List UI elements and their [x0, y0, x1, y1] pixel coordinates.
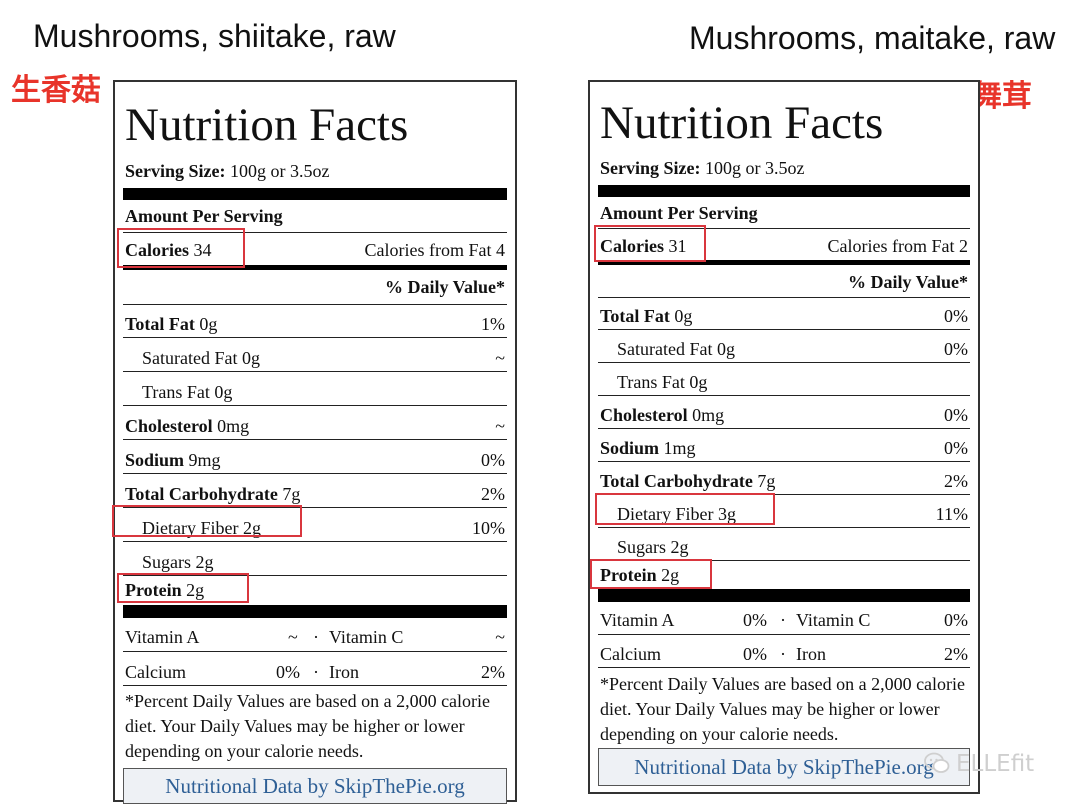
right-daily-value-label: % Daily Value* — [847, 272, 968, 292]
left-vitamin-row: Vitamin A ~ · Vitamin C ~ — [125, 627, 505, 647]
wechat-icon — [924, 752, 950, 773]
left-amount-per-serving: Amount Per Serving — [125, 206, 283, 226]
right-highlight-calories — [594, 225, 706, 262]
right-calories-value: 31 — [668, 236, 687, 256]
right-calories-from-fat: Calories from Fat 2 — [827, 236, 968, 256]
right-medium-divider — [598, 260, 970, 265]
right-daily-value-header: % Daily Value* — [598, 265, 970, 295]
left-serving-value: 100g or 3.5oz — [230, 161, 330, 181]
left-product-heading: Mushrooms, shiitake, raw — [33, 18, 396, 54]
right-nutrition-title: Nutrition Facts — [600, 97, 884, 149]
left-nutrition-title: Nutrition Facts — [125, 99, 409, 151]
right-protein-divider — [598, 589, 970, 602]
right-calories-label: Calories — [600, 236, 664, 256]
left-highlight-calories — [117, 228, 245, 268]
right-thick-divider — [598, 185, 970, 197]
left-nutrient-row: Total Carbohydrate 7g 2% — [123, 473, 507, 507]
left-nutrient-row: Dietary Fiber 2g 10% — [123, 507, 507, 541]
left-credit-box[interactable]: Nutritional Data by SkipThePie.org — [123, 768, 507, 804]
right-nutrient-row: Protein 2g — [598, 560, 970, 588]
left-daily-value-label: % Daily Value* — [384, 277, 505, 297]
left-nutrient-row: Saturated Fat 0g ~ — [123, 337, 507, 371]
left-protein-divider — [123, 605, 507, 618]
left-calories-row: Calories 34 Calories from Fat 4 — [123, 232, 507, 263]
right-nutrient-row: Saturated Fat 0g 0% — [598, 329, 970, 362]
left-highlight-protein — [117, 573, 249, 603]
left-nutrition-label: Nutrition Facts Serving Size: 100g or 3.… — [113, 80, 517, 804]
right-calories-row: Calories 31 Calories from Fat 2 — [598, 228, 970, 259]
left-highlight-fiber — [112, 505, 302, 537]
watermark-text: ELLEfit — [956, 751, 1035, 777]
right-vitamin-row: Vitamin A 0% · Vitamin C 0% — [600, 610, 968, 630]
right-nutrient-row: Dietary Fiber 3g 11% — [598, 494, 970, 527]
right-serving-label: Serving Size: — [600, 158, 701, 178]
right-serving-size: Serving Size: 100g or 3.5oz — [600, 158, 804, 179]
right-vitamin-row: Calcium 0% · Iron 2% — [598, 634, 970, 667]
left-vitamin-row: Calcium 0% · Iron 2% — [123, 651, 507, 685]
left-calories-value: 34 — [193, 240, 212, 260]
right-nutrient-row: Cholesterol 0mg 0% — [598, 395, 970, 428]
left-calories-label: Calories — [125, 240, 189, 260]
left-medium-divider — [123, 265, 507, 270]
left-nutrient-row: Cholesterol 0mg ~ — [123, 405, 507, 439]
left-nutrient-row: Protein 2g — [123, 575, 507, 603]
left-nutrient-row: Total Fat 0g 1% — [123, 304, 507, 337]
left-footnote: *Percent Daily Values are based on a 2,0… — [125, 691, 491, 761]
left-serving-size: Serving Size: 100g or 3.5oz — [125, 161, 329, 182]
right-highlight-protein — [590, 559, 712, 589]
right-nutrient-row: Total Fat 0g 0% — [598, 297, 970, 329]
right-nutrient-row: Sugars 2g — [598, 527, 970, 560]
left-nutrient-row: Sugars 2g — [123, 541, 507, 575]
right-nutrient-row: Sodium 1mg 0% — [598, 428, 970, 461]
right-amount-per-serving: Amount Per Serving — [600, 203, 758, 223]
left-nutrient-row: Trans Fat 0g — [123, 371, 507, 405]
right-highlight-fiber — [595, 493, 775, 525]
right-nutrient-row: Trans Fat 0g — [598, 362, 970, 395]
right-serving-value: 100g or 3.5oz — [705, 158, 805, 178]
left-chinese-name: 生香菇 — [11, 73, 101, 108]
left-nutrient-row: Sodium 9mg 0% — [123, 439, 507, 473]
right-product-heading: Mushrooms, maitake, raw — [689, 20, 1056, 56]
right-nutrition-label: Nutrition Facts Serving Size: 100g or 3.… — [588, 80, 980, 794]
right-footnote: *Percent Daily Values are based on a 2,0… — [600, 674, 966, 744]
left-serving-label: Serving Size: — [125, 161, 226, 181]
right-nutrient-row: Total Carbohydrate 7g 2% — [598, 461, 970, 494]
left-daily-value-header: % Daily Value* — [123, 270, 507, 300]
left-calories-from-fat: Calories from Fat 4 — [364, 240, 505, 260]
left-thick-divider — [123, 188, 507, 200]
right-credit-box[interactable]: Nutritional Data by SkipThePie.org — [598, 748, 970, 786]
